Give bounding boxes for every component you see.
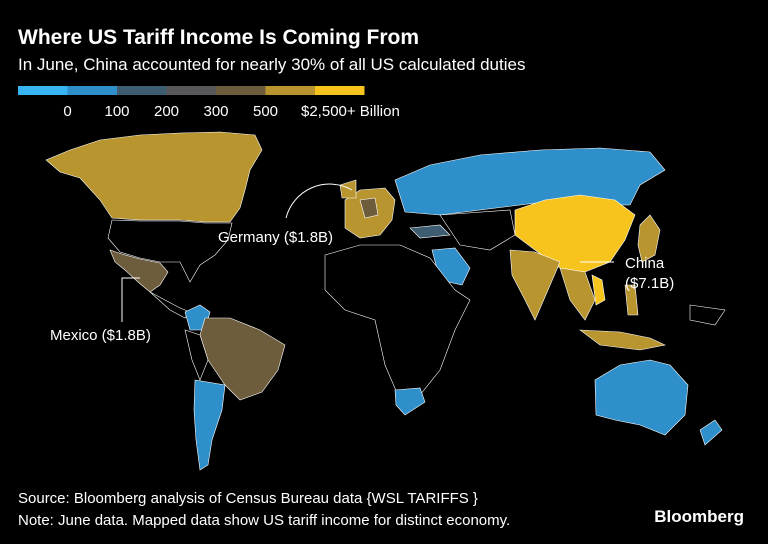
- subtitle: In June, China accounted for nearly 30% …: [18, 55, 525, 74]
- africa: [324, 244, 471, 401]
- legend-label: 100: [104, 103, 129, 120]
- legend-label: $2,500+ Billion: [301, 103, 400, 120]
- papua: [689, 304, 726, 326]
- new-zealand: [699, 419, 723, 446]
- australia: [594, 359, 689, 436]
- source: Source: Bloomberg analysis of Census Bur…: [18, 490, 478, 507]
- south-africa: [394, 387, 426, 416]
- vietnam: [591, 274, 606, 306]
- china: [514, 194, 636, 273]
- legend-label: 300: [203, 103, 228, 120]
- legend-swatch: [216, 86, 266, 95]
- legend-swatch: [265, 86, 315, 95]
- japan: [637, 214, 661, 263]
- uk: [339, 179, 357, 199]
- legend-swatch: [166, 86, 216, 95]
- note: Note: June data. Mapped data show US tar…: [18, 512, 510, 529]
- world-map: [45, 131, 726, 471]
- germany-leader: [285, 183, 353, 219]
- legend-swatch: [117, 86, 167, 95]
- legend-swatch: [18, 86, 68, 95]
- annotation: Mexico ($1.8B): [50, 327, 151, 344]
- indonesia: [579, 329, 666, 351]
- peru-bolivia: [184, 329, 209, 381]
- southeast-asia: [559, 267, 596, 321]
- mexico-leader: [121, 277, 140, 322]
- annotation: Germany ($1.8B): [218, 229, 333, 246]
- legend-swatch: [315, 86, 365, 95]
- philippines: [624, 284, 639, 316]
- united-states: [107, 219, 233, 283]
- legend-label: 0: [63, 103, 71, 120]
- annotation: ($7.1B): [625, 275, 674, 292]
- argentina-chile: [193, 379, 226, 471]
- germany: [359, 197, 379, 219]
- annotation: China: [625, 255, 665, 272]
- legend-label: 500: [253, 103, 278, 120]
- callouts: Germany ($1.8B) Mexico ($1.8B) China ($7…: [50, 183, 674, 344]
- turkey: [409, 224, 451, 239]
- canada-alaska: [45, 131, 263, 223]
- india: [509, 249, 561, 321]
- legend-label: 200: [154, 103, 179, 120]
- logo: Bloomberg: [654, 507, 744, 526]
- mexico: [109, 249, 169, 293]
- central-asia: [439, 209, 516, 251]
- legend-swatch: [67, 86, 117, 95]
- legend: 0 100 200 300 500 $2,500+ Billion: [18, 86, 400, 120]
- title: Where US Tariff Income Is Coming From: [18, 26, 419, 49]
